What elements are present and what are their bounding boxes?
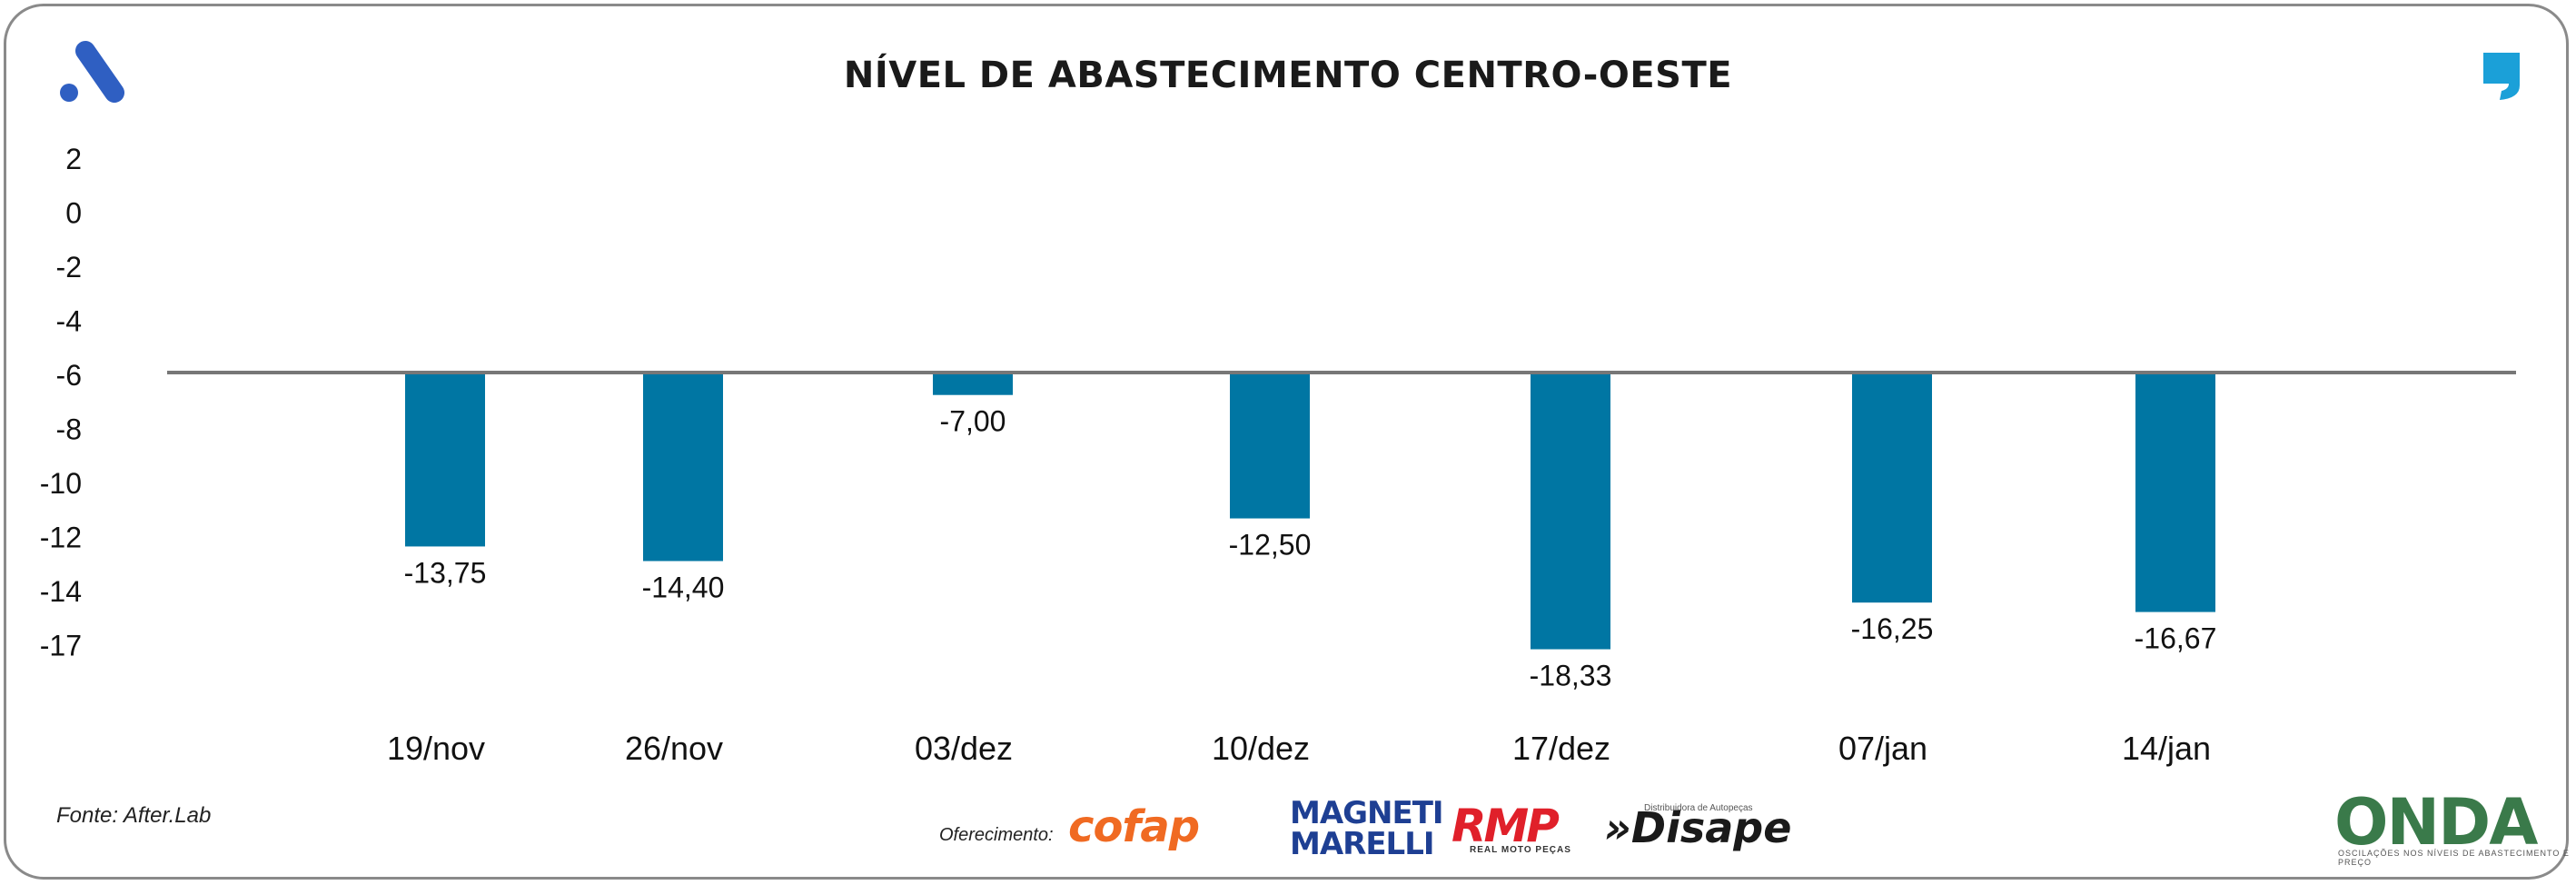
- y-tick-label: -12: [40, 522, 82, 554]
- y-tick-label: -6: [56, 359, 82, 392]
- data-label: -18,33: [1530, 660, 1612, 692]
- disape-subtitle: Distribuidora de Autopeças: [1644, 803, 1753, 813]
- x-category-label: 03/dez: [915, 730, 1013, 767]
- bar-10-dez: [1230, 373, 1310, 519]
- bar-26-nov: [643, 373, 723, 562]
- bar-17-dez: [1531, 373, 1610, 650]
- bar-07-jan: [1852, 373, 1932, 603]
- y-tick-label: 0: [65, 197, 82, 230]
- data-label: -16,25: [1851, 612, 1934, 645]
- sponsor-label: Oferecimento:: [939, 825, 1054, 845]
- y-tick-label: 2: [65, 143, 82, 175]
- disape-logo: »Disape: [1604, 803, 1792, 852]
- bar-03-dez: [933, 373, 1013, 395]
- cofap-logo: cofap: [1068, 801, 1200, 852]
- marelli-text: MARELLI: [1290, 826, 1435, 862]
- source-note: Fonte: After.Lab: [56, 803, 212, 828]
- x-category-label: 26/nov: [625, 730, 723, 767]
- bar-14-jan: [2135, 373, 2215, 612]
- rmp-logo: RMP: [1451, 800, 1560, 852]
- x-category-label: 19/nov: [387, 730, 485, 767]
- y-tick-label: -8: [56, 413, 82, 446]
- data-label: -12,50: [1229, 529, 1312, 562]
- quote-icon: [2483, 53, 2520, 100]
- y-tick-label: -10: [40, 467, 82, 500]
- y-tick-label: -2: [56, 251, 82, 283]
- data-label: -14,40: [642, 571, 725, 603]
- x-category-label: 14/jan: [2122, 730, 2211, 767]
- data-label: -13,75: [404, 556, 487, 589]
- x-category-label: 07/jan: [1838, 730, 1927, 767]
- x-category-label: 17/dez: [1512, 730, 1610, 767]
- y-tick-label: -17: [40, 630, 82, 662]
- magneti-text: MAGNETI: [1290, 795, 1444, 831]
- y-tick-label: -4: [56, 305, 82, 338]
- chart-title: NÍVEL DE ABASTECIMENTO CENTRO-OESTE: [843, 55, 1733, 96]
- a-logo-icon: [60, 41, 124, 103]
- x-category-label: 10/dez: [1212, 730, 1310, 767]
- magneti-marelli-logo: MAGNETI MARELLI: [1290, 795, 1444, 862]
- data-label: -7,00: [940, 405, 1006, 438]
- onda-subtitle: OSCILAÇÕES NOS NÍVEIS DE ABASTECIMENTO E…: [2338, 849, 2570, 867]
- data-label: -16,67: [2135, 622, 2217, 655]
- onda-logo: ONDA: [2334, 785, 2538, 860]
- bar-19-nov: [405, 373, 485, 547]
- y-tick-label: -14: [40, 575, 82, 608]
- rmp-subtitle: REAL MOTO PEÇAS: [1470, 845, 1571, 855]
